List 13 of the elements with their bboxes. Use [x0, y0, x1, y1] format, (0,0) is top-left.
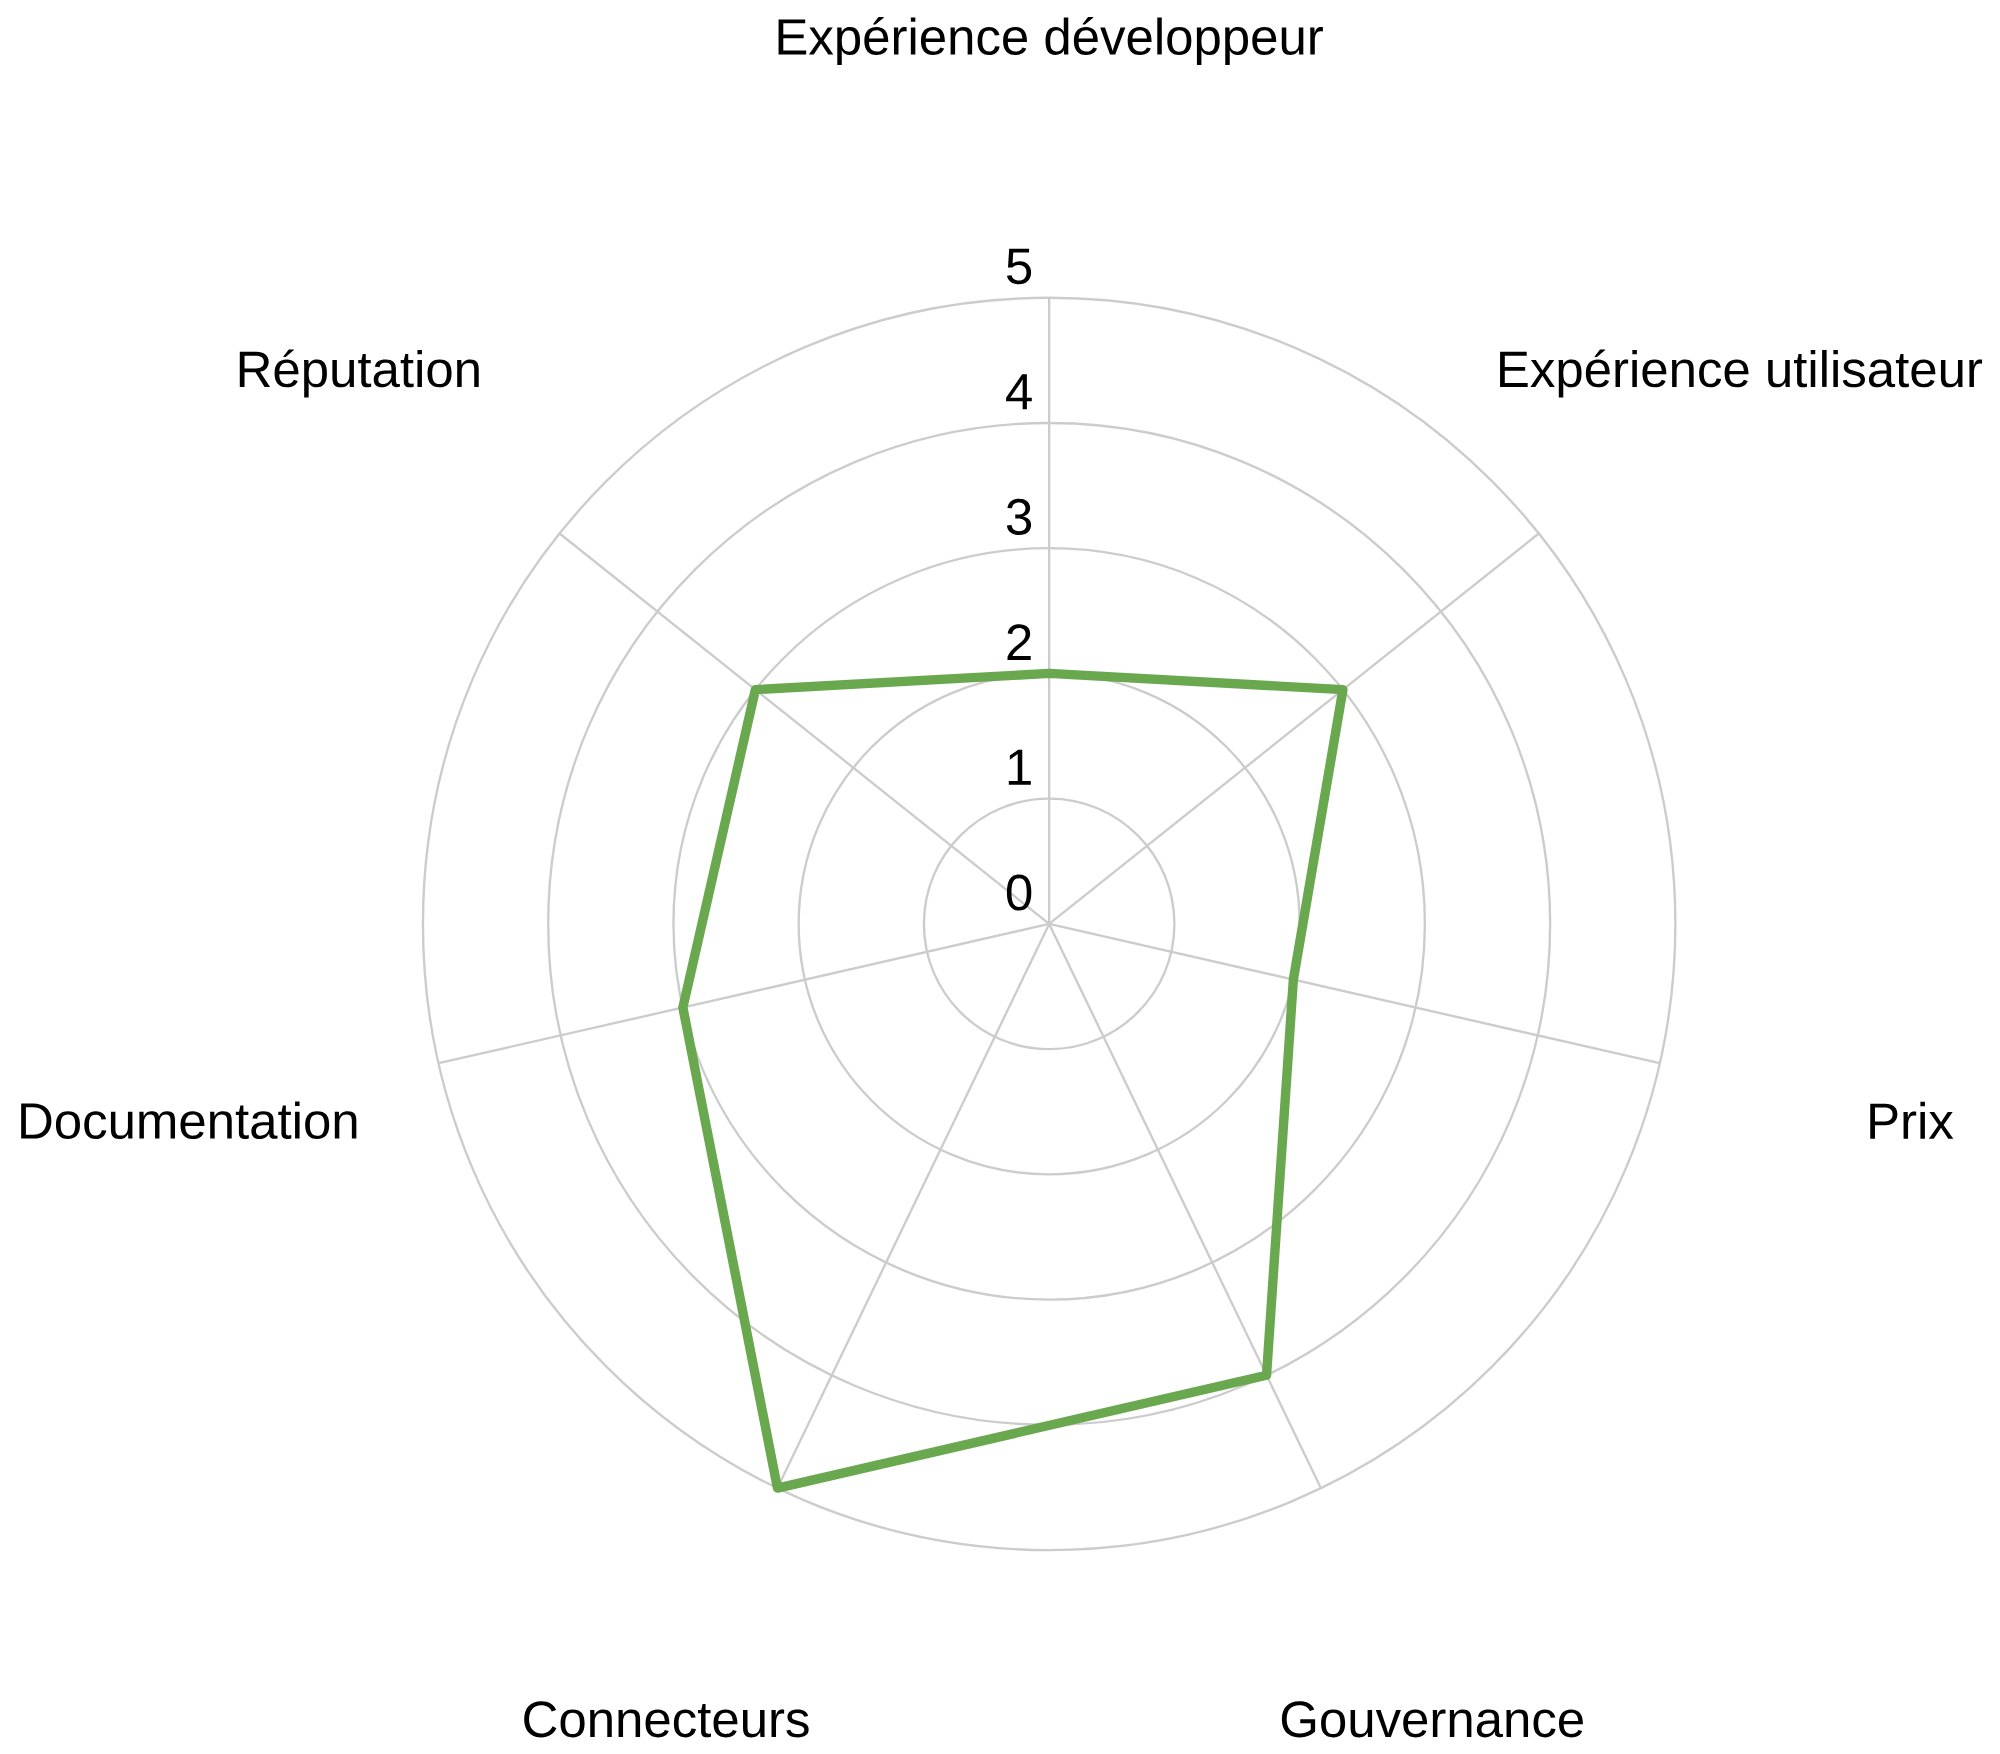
y-tick-label: 4	[1006, 373, 1032, 409]
y-tick-label: 5	[1006, 248, 1032, 284]
y-tick-label: 3	[1006, 498, 1032, 535]
spoke-label: Expérience utilisateur	[1500, 349, 1983, 398]
spoke-label: Prix	[1870, 1101, 1954, 1139]
spoke-label: Réputation	[239, 349, 479, 398]
y-tick-label: 0	[1006, 874, 1032, 911]
spoke-label: Documentation	[21, 1101, 357, 1139]
y-tick-label: 2	[1007, 624, 1031, 660]
spoke-label: Connecteurs	[524, 1701, 809, 1738]
spoke-label: Expérience développeur	[778, 16, 1323, 65]
y-tick-label: 1	[1008, 749, 1031, 785]
spoke-label: Gouvernance	[1281, 1701, 1583, 1738]
